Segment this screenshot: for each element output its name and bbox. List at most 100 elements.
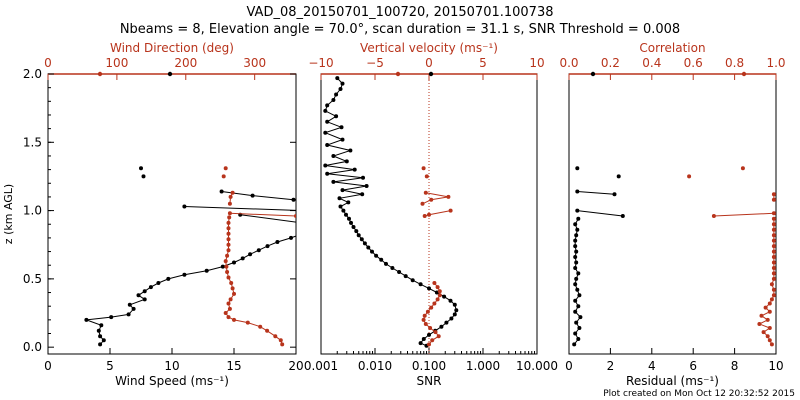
top-edge-marker (428, 71, 434, 77)
data-point (740, 166, 745, 171)
data-point (323, 108, 328, 113)
top-edge-marker (395, 71, 401, 77)
data-point (226, 315, 231, 320)
data-point (428, 326, 433, 330)
data-point (573, 244, 578, 249)
data-point (771, 211, 776, 216)
data-point (360, 192, 365, 197)
top-edge-marker (167, 71, 173, 77)
data-point (227, 215, 232, 220)
data-point (767, 309, 772, 314)
data-point (452, 302, 457, 307)
x-tick-label: 0.001 (304, 359, 338, 373)
y-tick-label: 0.5 (23, 272, 42, 286)
data-point (289, 235, 293, 240)
series-line (758, 218, 775, 345)
data-point (230, 190, 235, 195)
data-point (226, 301, 231, 306)
series-black (572, 166, 625, 347)
data-point (577, 293, 582, 298)
x-tick-label: 0 (565, 359, 573, 373)
series-line (229, 212, 296, 217)
data-point (228, 297, 233, 302)
series-line (184, 206, 296, 211)
data-point (765, 317, 770, 322)
data-point (341, 208, 346, 213)
x-tick-label: 0.010 (358, 359, 392, 373)
data-point (225, 253, 230, 258)
x-tick-label: 20 (288, 359, 303, 373)
series-red (221, 166, 296, 347)
data-point (109, 315, 114, 320)
top-tick-label: 200 (174, 56, 197, 70)
data-point (384, 261, 388, 266)
y-tick-label: 1.0 (23, 204, 42, 218)
data-point (346, 200, 351, 205)
y-tick-label: 1.5 (23, 135, 42, 149)
data-point (354, 229, 359, 234)
data-point (444, 320, 449, 325)
data-point (300, 209, 304, 213)
data-point (232, 291, 236, 296)
data-point (616, 174, 621, 179)
bottom-axis-label: Wind Speed (ms⁻¹) (115, 374, 229, 388)
data-point (223, 166, 228, 171)
top-tick-label: 1.0 (766, 56, 785, 70)
data-point (576, 337, 581, 341)
data-point (771, 271, 776, 276)
data-point (767, 301, 772, 306)
data-point (418, 341, 423, 346)
series-line (225, 217, 283, 345)
data-point (577, 326, 582, 330)
data-point (439, 324, 444, 329)
x-tick-label: 0.100 (412, 359, 446, 373)
x-tick-label: 10 (164, 359, 179, 373)
data-point (769, 282, 774, 287)
data-point (139, 166, 143, 171)
data-point (96, 328, 101, 333)
data-point (347, 216, 351, 221)
data-point (226, 220, 231, 225)
data-point (331, 179, 336, 184)
data-point (769, 297, 774, 302)
top-axis-label: Vertical velocity (ms⁻¹) (360, 41, 498, 55)
data-point (227, 306, 232, 311)
data-point (340, 81, 345, 86)
data-point (359, 237, 364, 242)
y-tick-label: 0.0 (23, 340, 42, 354)
data-point (335, 76, 340, 81)
data-point (356, 233, 361, 238)
data-point (219, 189, 224, 194)
top-tick-label: 0 (425, 56, 433, 70)
data-point (340, 137, 345, 142)
top-tick-label: 0.4 (642, 56, 661, 70)
series-line (423, 282, 441, 345)
data-point (226, 237, 231, 242)
data-point (325, 143, 330, 147)
top-tick-label: 0.6 (684, 56, 703, 70)
data-point (771, 233, 776, 238)
data-point (338, 204, 343, 209)
data-point (323, 163, 328, 168)
top-tick-label: −5 (366, 56, 384, 70)
data-point (612, 192, 617, 197)
series-red (420, 166, 453, 347)
data-point (142, 289, 147, 294)
data-point (442, 294, 447, 299)
data-point (573, 309, 578, 314)
data-point (429, 197, 434, 202)
data-point (334, 92, 339, 97)
data-point (573, 222, 578, 227)
data-point (339, 125, 344, 130)
data-point (578, 315, 583, 320)
data-point (574, 233, 579, 238)
data-point (227, 211, 232, 216)
data-point (575, 208, 580, 213)
data-point (148, 285, 153, 290)
data-point (99, 323, 104, 328)
data-point (364, 184, 369, 188)
x-tick-label: 15 (226, 359, 241, 373)
series-line (577, 191, 615, 195)
series-red (687, 166, 776, 347)
